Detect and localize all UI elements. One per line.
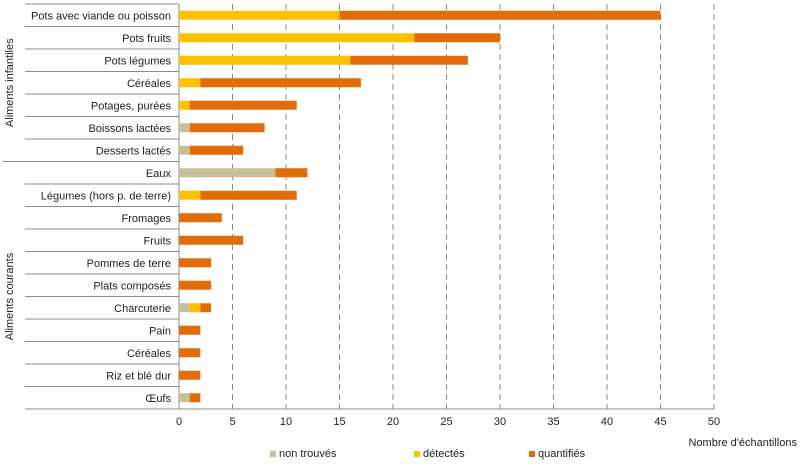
bar-segment	[179, 145, 190, 155]
x-tick-label: 45	[654, 416, 666, 428]
bar-segment	[179, 33, 415, 43]
x-tick-label: 50	[708, 416, 720, 428]
legend-label: non trouvés	[279, 448, 337, 460]
bar-segment	[179, 55, 351, 65]
bar-segment	[179, 348, 201, 358]
bar-segment	[339, 10, 661, 20]
category-label: Boissons lactées	[88, 123, 171, 135]
bar-segment	[179, 190, 201, 200]
bar-segment	[179, 123, 190, 133]
group-label: Aliments infantiles	[4, 38, 16, 127]
x-tick-label: 40	[601, 416, 613, 428]
x-tick-label: 35	[547, 416, 559, 428]
legend-swatch	[270, 451, 276, 457]
bar-segment	[189, 123, 265, 133]
category-label: Pots avec viande ou poisson	[31, 10, 171, 22]
x-tick-label: 15	[333, 416, 345, 428]
bar-segment	[179, 213, 222, 223]
legend-label: détectés	[423, 448, 465, 460]
bar-segment	[179, 258, 212, 268]
category-label: Charcuterie	[114, 303, 171, 315]
category-labels: Aliments infantiles Aliments courants Pots…	[4, 10, 172, 405]
category-label: Desserts lactés	[96, 145, 172, 157]
category-label: Pain	[149, 325, 171, 337]
bar-segment	[414, 33, 500, 43]
bar-segment	[275, 168, 308, 178]
bar-segment	[179, 303, 190, 313]
category-label: Riz et blé dur	[106, 370, 171, 382]
x-axis-ticks: 0 5 10 15 20 25 30 35 40 45 50	[176, 416, 720, 428]
legend-swatch	[414, 451, 420, 457]
category-label: Pommes de terre	[87, 258, 171, 270]
bar-segment	[179, 280, 212, 290]
group-label: Aliments courants	[4, 252, 16, 340]
x-tick-label: 20	[387, 416, 399, 428]
category-label: Céréales	[127, 78, 172, 90]
bar-segment	[189, 393, 201, 403]
grid-lines	[232, 4, 715, 409]
legend-label: quantifiés	[538, 448, 586, 460]
bar-segment	[200, 78, 361, 88]
legend-swatch	[529, 451, 535, 457]
category-label: Eaux	[146, 168, 172, 180]
bar-segment	[179, 100, 190, 110]
category-label: Pots fruits	[122, 33, 171, 45]
bar-segment	[200, 190, 297, 200]
legend: non trouvés détectés quantifiés	[270, 448, 586, 460]
category-label: Potages, purées	[91, 100, 172, 112]
bar-segment	[189, 100, 297, 110]
bar-segment	[200, 303, 212, 313]
category-label: Pots légumes	[104, 55, 171, 67]
x-tick-label: 5	[229, 416, 235, 428]
bar-segment	[179, 370, 201, 380]
category-label: Céréales	[127, 348, 172, 360]
bar-segment	[350, 55, 468, 65]
bar-segment	[179, 235, 244, 245]
category-label: Plats composés	[93, 280, 171, 292]
bar-segment	[179, 325, 201, 335]
bar-segment	[179, 393, 190, 403]
x-tick-label: 0	[176, 416, 182, 428]
x-axis-title: Nombre d'échantillons	[689, 437, 798, 449]
bar-segment	[179, 78, 201, 88]
x-tick-label: 30	[494, 416, 506, 428]
x-tick-label: 10	[280, 416, 292, 428]
category-label: Œufs	[145, 393, 171, 405]
bar-segment	[179, 10, 340, 20]
category-label: Légumes (hors p. de terre)	[41, 190, 171, 202]
bar-segment	[179, 168, 276, 178]
bars	[179, 10, 661, 403]
bar-segment	[189, 303, 201, 313]
category-label: Fromages	[121, 213, 171, 225]
category-table	[3, 3, 714, 410]
x-tick-label: 25	[440, 416, 452, 428]
category-label: Fruits	[144, 235, 172, 247]
bar-segment	[189, 145, 244, 155]
